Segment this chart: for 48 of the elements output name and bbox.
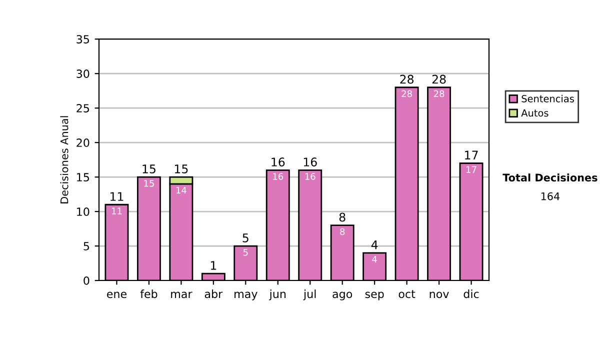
total-label: 1	[210, 261, 216, 270]
total-label: 8	[339, 212, 346, 222]
total-label: 15	[174, 164, 188, 174]
total-label: 28	[400, 74, 414, 84]
data-label: 4	[372, 256, 377, 263]
y-tick-label: 5	[84, 242, 89, 250]
total-label: 17	[465, 150, 478, 160]
x-tick-label: may	[234, 292, 258, 300]
total-label: 15	[142, 164, 156, 174]
total-label: 4	[371, 240, 378, 250]
x-tick-label: jul	[303, 290, 316, 300]
x-tick-label: sep	[365, 292, 384, 300]
data-label: 28	[402, 90, 412, 98]
text: Total Decisiones	[502, 173, 598, 182]
legend-label: Sentencias	[522, 94, 574, 102]
x-tick-label: nov	[430, 292, 449, 298]
x-tick-label: ene	[106, 292, 126, 298]
total-label: 28	[432, 74, 446, 84]
x-tick-label: ago	[332, 292, 352, 300]
text: 164	[541, 192, 560, 200]
legend-label: Autos	[521, 109, 548, 117]
data-label: 14	[176, 186, 186, 194]
data-label: 15	[144, 180, 154, 187]
total-label: 5	[242, 234, 248, 242]
data-label: 28	[434, 90, 444, 98]
y-axis-title: Decisiones Anual	[60, 116, 68, 204]
data-label: 16	[273, 173, 284, 180]
total-label: 16	[272, 158, 285, 166]
y-tick-label: 20	[76, 138, 90, 147]
data-label: 5	[243, 249, 248, 256]
y-tick-label: 30	[76, 70, 90, 78]
y-tick-label: 10	[77, 208, 90, 216]
data-label: 16	[305, 173, 316, 180]
x-tick-label: feb	[140, 290, 158, 298]
x-tick-label: oct	[398, 290, 416, 298]
data-label: 17	[466, 166, 476, 173]
x-tick-label: jun	[269, 290, 286, 300]
total-label: 11	[110, 192, 124, 201]
y-tick-label: 35	[76, 35, 89, 44]
data-label: 11	[112, 208, 122, 214]
data-label: 8	[340, 228, 345, 236]
y-tick-label: 0	[84, 276, 90, 285]
x-tick-label: abr	[204, 290, 223, 298]
x-tick-label: mar	[171, 292, 192, 298]
y-tick-label: 15	[77, 173, 89, 182]
x-tick-label: dic	[464, 290, 479, 298]
total-label: 16	[304, 158, 317, 166]
y-tick-label: 25	[76, 104, 89, 112]
